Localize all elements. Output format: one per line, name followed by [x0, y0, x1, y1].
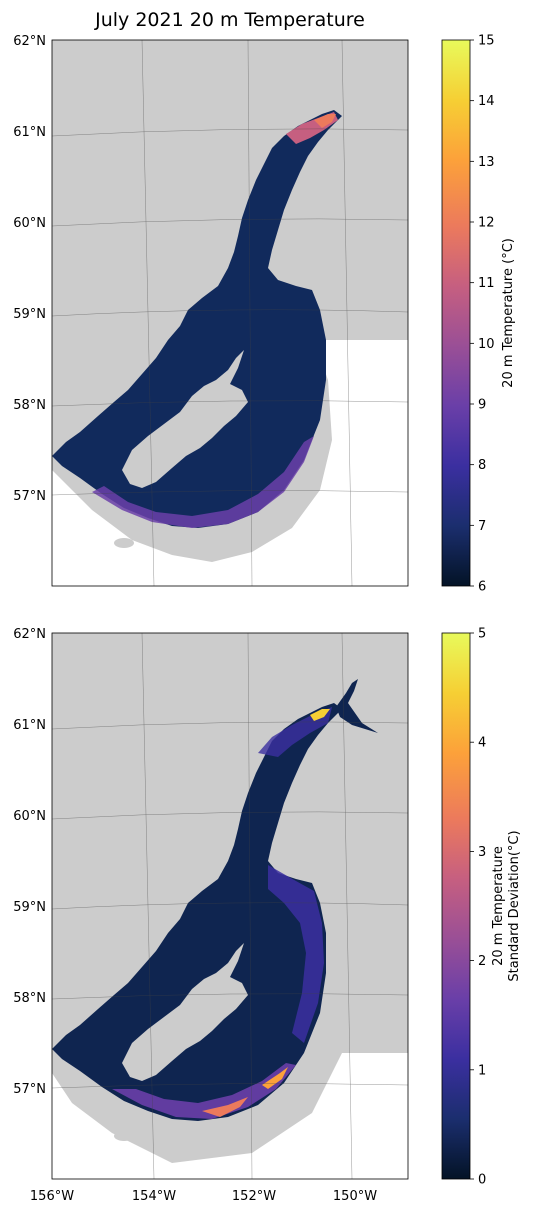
- colorbar-tick-label: 8: [478, 458, 486, 473]
- colorbar-ticks: 6 7 8 9 10 11 12 13 14 15: [470, 34, 495, 595]
- lat-label: 58°N: [13, 991, 46, 1006]
- kodiak-island: [122, 350, 248, 488]
- graticule: [52, 633, 408, 1179]
- lat-label: 59°N: [13, 900, 46, 915]
- colorbar-tick-label: 3: [478, 845, 486, 860]
- colorbar-mean: 6 7 8 9 10 11 12 13 14 15 20 m Temperature (°C): [441, 34, 516, 595]
- colorbar-tick-label: 2: [478, 954, 486, 969]
- colorbar-tick-label: 9: [478, 398, 486, 413]
- colorbar-tick-label: 5: [478, 627, 486, 642]
- lat-tick-labels: 62°N 61°N 60°N 59°N 58°N 57°N: [13, 627, 46, 1097]
- colorbar-tick-label: 4: [478, 736, 486, 751]
- lon-label: 154°W: [132, 1189, 176, 1204]
- colorbar-tick-label: 13: [478, 155, 495, 170]
- temperature-field: [52, 110, 342, 528]
- colorbar-tick-label: 10: [478, 337, 495, 352]
- lon-label: 156°W: [30, 1189, 74, 1204]
- lat-label: 61°N: [13, 125, 46, 140]
- lon-label: 152°W: [232, 1189, 276, 1204]
- graticule: [52, 40, 408, 586]
- lat-label: 62°N: [13, 627, 46, 642]
- figure-title: July 2021 20 m Temperature: [94, 9, 365, 31]
- colorbar-tick-label: 15: [478, 34, 495, 49]
- lat-label: 57°N: [13, 1082, 46, 1097]
- lat-label: 59°N: [13, 307, 46, 322]
- colorbar-tick-label: 6: [478, 580, 486, 595]
- colorbar-ticks: 0 1 2 3 4 5: [470, 627, 486, 1188]
- colorbar-label-line1: 20 m Temperature: [491, 846, 506, 966]
- lat-label: 60°N: [13, 216, 46, 231]
- stddev-field: [52, 703, 342, 1121]
- colorbar-tick-label: 7: [478, 519, 486, 534]
- lat-label: 61°N: [13, 718, 46, 733]
- lat-tick-labels: 62°N 61°N 60°N 59°N 58°N 57°N: [13, 34, 46, 504]
- lon-tick-labels: 156°W 154°W 152°W 150°W: [30, 1189, 377, 1204]
- colorbar-tick-label: 14: [478, 94, 495, 109]
- colorbar-tick-label: 0: [478, 1173, 486, 1188]
- colorbar-label-line2: Standard Deviation(°C): [507, 830, 522, 981]
- lat-label: 60°N: [13, 809, 46, 824]
- map-panel-stddev: 62°N 61°N 60°N 59°N 58°N 57°N 156°W 154°…: [13, 627, 409, 1204]
- colorbar-label: 20 m Temperature (°C): [501, 238, 516, 388]
- colorbar-tick-label: 1: [478, 1063, 486, 1078]
- colorbar-stddev: 0 1 2 3 4 5 20 m Temperature Standard Deviati…: [441, 627, 522, 1188]
- colorbar-tick-label: 12: [478, 216, 495, 231]
- lat-label: 62°N: [13, 34, 46, 49]
- lat-label: 58°N: [13, 398, 46, 413]
- lat-label: 57°N: [13, 489, 46, 504]
- map-panel-mean: 62°N 61°N 60°N 59°N 58°N 57°N: [13, 34, 409, 587]
- lon-label: 150°W: [333, 1189, 377, 1204]
- colorbar-tick-label: 11: [478, 276, 495, 291]
